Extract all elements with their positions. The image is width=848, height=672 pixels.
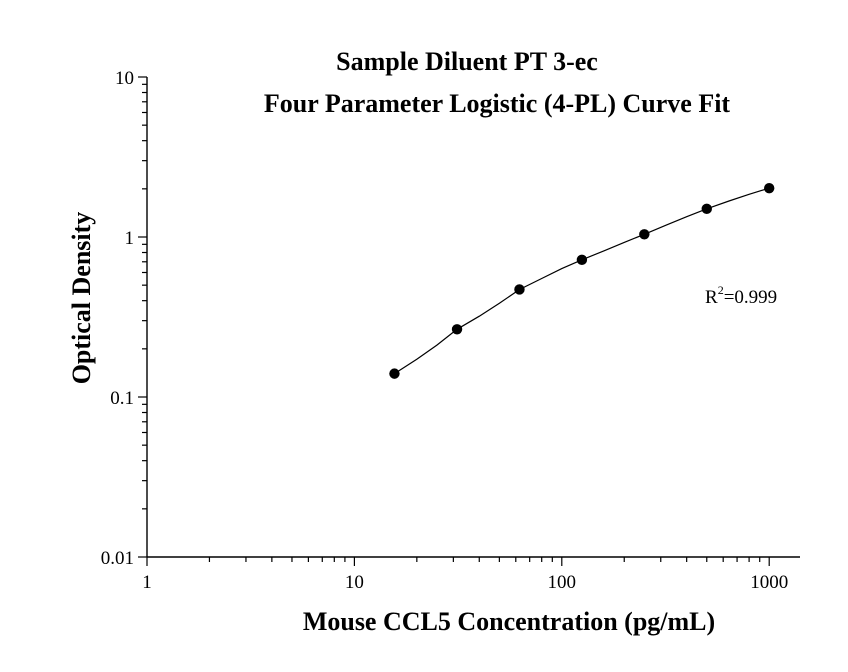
fit-curve-line [394, 187, 770, 375]
y-axis-tick-labels: 0.01 0.1 1 10 [101, 68, 134, 569]
x-tick-label: 1 [142, 572, 152, 593]
data-point [389, 368, 400, 379]
y-tick-label: 10 [115, 68, 134, 89]
y-tick-label: 1 [125, 228, 135, 249]
y-tick-label: 0.1 [110, 388, 134, 409]
y-axis-ticks [138, 76, 147, 558]
data-point [701, 203, 712, 215]
x-tick-label: 10 [345, 572, 364, 593]
r-squared-value: =0.999 [724, 287, 777, 308]
r-squared-annotation: R2=0.999 [705, 283, 777, 308]
chart-title: Sample Diluent PT 3-ec [336, 47, 598, 76]
y-axis-title: Optical Density [67, 212, 96, 385]
data-points [389, 182, 775, 379]
r-squared-base: R [705, 287, 718, 308]
x-tick-label: 1000 [750, 572, 788, 593]
x-axis-tick-labels: 1 10 100 1000 [142, 572, 788, 593]
x-tick-label: 100 [548, 572, 577, 593]
x-axis-title: Mouse CCL5 Concentration (pg/mL) [303, 607, 715, 636]
y-tick-label: 0.01 [101, 548, 134, 569]
data-point [576, 254, 588, 266]
data-point [764, 182, 775, 194]
data-point [514, 284, 525, 295]
chart-subtitle: Four Parameter Logistic (4-PL) Curve Fit [264, 89, 731, 118]
r-squared-superscript: 2 [718, 283, 724, 297]
data-point [639, 229, 650, 240]
data-point [451, 324, 463, 335]
x-axis-ticks [146, 557, 770, 566]
axes [146, 77, 800, 558]
